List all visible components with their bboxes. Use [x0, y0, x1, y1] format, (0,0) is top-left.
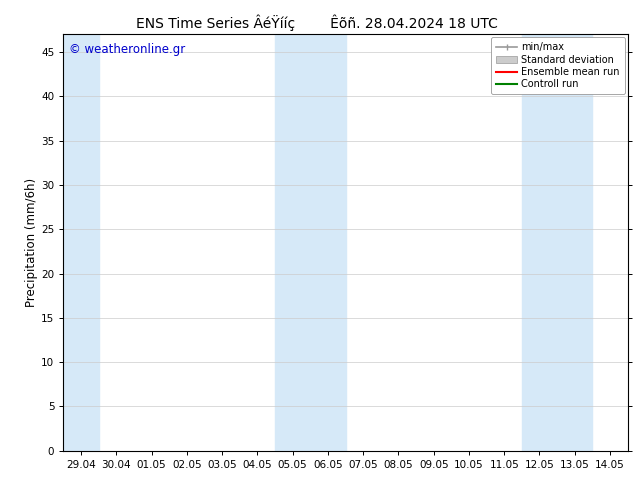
Bar [557, 34, 592, 451]
Bar [275, 34, 310, 451]
Y-axis label: Precipitation (mm/6h): Precipitation (mm/6h) [25, 178, 38, 307]
Text: © weatheronline.gr: © weatheronline.gr [69, 43, 185, 56]
Bar [522, 34, 557, 451]
Legend: min/max, Standard deviation, Ensemble mean run, Controll run: min/max, Standard deviation, Ensemble me… [491, 37, 624, 94]
Text: ENS Time Series ÂéŸííç        Êõñ. 28.04.2024 18 UTC: ENS Time Series ÂéŸííç Êõñ. 28.04.2024 1… [136, 15, 498, 31]
Bar [310, 34, 346, 451]
Bar [63, 34, 99, 451]
